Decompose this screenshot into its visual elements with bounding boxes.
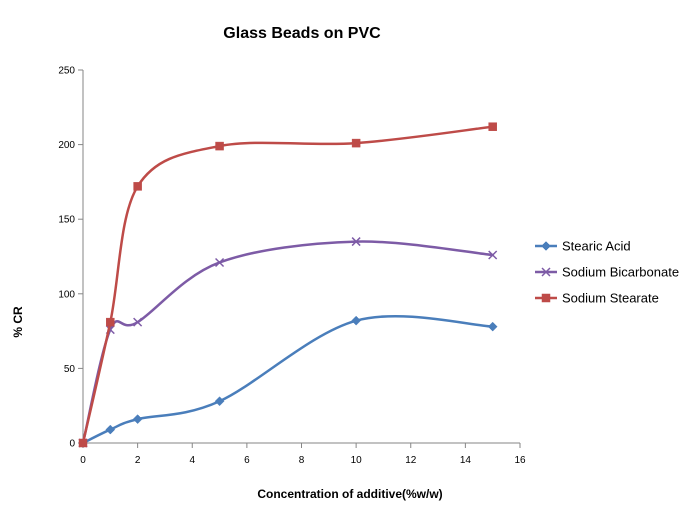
y-tick-label: 50 xyxy=(64,364,76,375)
data-point-sodium-stearate xyxy=(215,141,224,151)
x-tick-label: 16 xyxy=(514,455,526,466)
data-point-sodium-bicarbonate xyxy=(351,237,361,247)
axes: 0 50 100 150 200 250 0 2 4 6 8 10 12 14 16 xyxy=(58,66,526,467)
data-point-stearic-acid xyxy=(351,315,361,326)
legend-item-sodium-bicarbonate: Sodium Bicarbonate xyxy=(535,265,679,280)
y-axis-title: % CR xyxy=(11,306,25,338)
legend-label-sodium-bicarbonate: Sodium Bicarbonate xyxy=(562,265,679,280)
legend-marker-sodium-bicarbonate xyxy=(541,267,551,277)
legend-label-stearic-acid: Stearic Acid xyxy=(562,239,631,254)
x-tick-label: 8 xyxy=(299,455,305,466)
series-layer xyxy=(78,122,498,448)
data-point-sodium-bicarbonate xyxy=(215,257,225,267)
data-point-sodium-bicarbonate xyxy=(488,250,498,260)
series-line-stearic-acid xyxy=(81,314,494,445)
x-axis-title: Concentration of additive(%w/w) xyxy=(257,487,442,501)
data-point-stearic-acid xyxy=(105,424,116,435)
data-point-stearic-acid xyxy=(132,414,143,424)
series-sodium-stearate xyxy=(78,122,497,448)
data-point-sodium-stearate xyxy=(78,438,88,448)
data-point-stearic-acid xyxy=(487,321,498,332)
series-stearic-acid xyxy=(78,314,498,448)
legend-marker-sodium-stearate xyxy=(541,293,551,303)
x-tick-label: 6 xyxy=(244,455,250,466)
data-point-sodium-stearate xyxy=(106,317,115,327)
series-sodium-bicarbonate xyxy=(78,237,498,448)
x-tick-label: 0 xyxy=(80,455,86,466)
legend: Stearic Acid Sodium Bicarbonate Sodium Ste… xyxy=(535,239,679,306)
legend-marker-stearic-acid xyxy=(541,241,551,251)
data-point-sodium-bicarbonate xyxy=(133,317,143,327)
y-tick-label: 200 xyxy=(58,140,75,151)
legend-item-stearic-acid: Stearic Acid xyxy=(535,239,631,254)
x-tick-label: 4 xyxy=(189,455,195,466)
x-tick-label: 12 xyxy=(405,455,417,466)
series-line-sodium-stearate xyxy=(81,125,494,445)
y-tick-label: 250 xyxy=(58,66,75,77)
series-line-sodium-bicarbonate xyxy=(81,240,494,445)
y-tick-label: 150 xyxy=(58,215,75,226)
data-point-sodium-stearate xyxy=(133,182,142,191)
data-point-stearic-acid xyxy=(214,396,225,407)
y-tick-label: 0 xyxy=(69,439,75,450)
data-point-sodium-stearate xyxy=(351,138,361,148)
legend-item-sodium-stearate: Sodium Stearate xyxy=(535,291,659,306)
data-point-sodium-stearate xyxy=(488,122,497,131)
chart-title: Glass Beads on PVC xyxy=(223,25,381,42)
x-tick-label: 14 xyxy=(460,455,472,466)
x-tick-label: 2 xyxy=(135,455,141,466)
legend-label-sodium-stearate: Sodium Stearate xyxy=(562,291,659,306)
y-tick-label: 100 xyxy=(58,289,75,300)
x-tick-label: 10 xyxy=(351,455,363,466)
